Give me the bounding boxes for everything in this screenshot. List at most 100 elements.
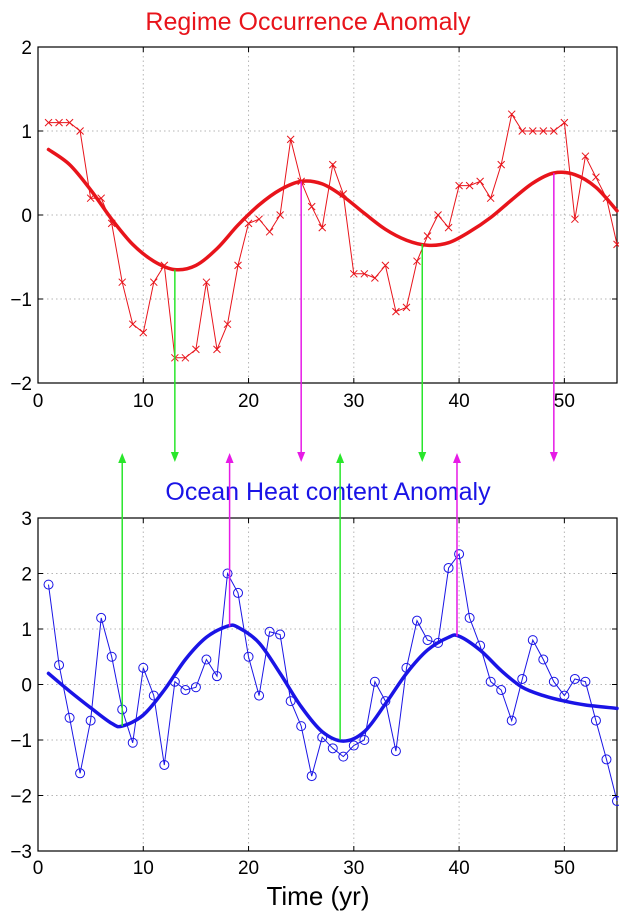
circle-marker	[75, 768, 86, 779]
circle-marker	[201, 654, 212, 665]
circle-marker	[433, 637, 444, 648]
x-marker	[192, 345, 200, 354]
x-marker	[486, 194, 495, 203]
x-marker	[528, 127, 537, 135]
x-marker	[118, 278, 127, 287]
x-marker	[328, 160, 337, 169]
phase-arrows	[118, 173, 558, 740]
x-tick-label: 30	[343, 391, 364, 412]
circle-marker	[527, 635, 538, 646]
bottom-y-tick-labels: 3 2 1 0 −1 −2 −3	[10, 509, 617, 863]
x-marker	[181, 353, 190, 362]
y-tick-label: −1	[10, 731, 32, 752]
x-marker	[349, 269, 358, 278]
x-marker	[65, 118, 74, 127]
circle-marker	[359, 735, 370, 745]
bottom-smooth-curve	[46, 623, 619, 743]
x-marker	[318, 223, 327, 232]
arrow-down	[418, 243, 427, 462]
x-marker	[592, 173, 600, 182]
circle-marker	[464, 612, 475, 623]
y-tick-label: 0	[21, 206, 32, 227]
x-marker	[223, 320, 232, 329]
x-marker	[202, 278, 211, 287]
top-smooth-curve	[46, 147, 619, 272]
circle-marker	[43, 579, 54, 590]
x-marker	[265, 227, 274, 236]
x-tick-label: 0	[33, 391, 44, 412]
bottom-smooth-series	[46, 623, 619, 743]
x-tick-label: 10	[133, 858, 154, 879]
x-tick-label: 10	[133, 391, 154, 412]
x-marker	[76, 127, 84, 135]
x-marker	[128, 320, 137, 329]
x-tick-label: 20	[238, 858, 259, 879]
x-marker	[213, 345, 221, 354]
x-tick-label: 50	[554, 858, 575, 879]
circle-marker	[138, 662, 149, 673]
circle-marker	[506, 715, 517, 726]
x-marker	[307, 202, 316, 211]
x-marker	[360, 269, 369, 278]
circle-marker	[348, 740, 359, 751]
circle-marker	[96, 612, 107, 623]
x-marker	[55, 118, 63, 127]
x-tick-label: 50	[554, 391, 575, 412]
circle-marker	[517, 673, 528, 684]
x-marker	[455, 181, 463, 190]
circle-marker	[180, 685, 191, 696]
circle-marker	[211, 671, 222, 682]
arrow-up	[336, 453, 345, 740]
x-marker	[149, 278, 158, 287]
arrow-up	[452, 453, 461, 637]
x-marker	[423, 232, 432, 240]
y-tick-label: −2	[10, 374, 32, 395]
top-chart-title: Regime Occurrence Anomaly	[145, 8, 471, 36]
x-marker	[255, 215, 263, 224]
arrow-up	[225, 453, 234, 627]
circle-marker	[106, 651, 117, 662]
circle-marker	[338, 751, 349, 762]
x-marker	[434, 211, 442, 219]
x-marker	[581, 152, 590, 161]
y-tick-label: 3	[21, 509, 32, 530]
bottom-raw-series	[43, 549, 619, 807]
top-smooth-series	[46, 147, 619, 272]
x-marker	[381, 261, 390, 270]
circle-marker	[254, 690, 265, 701]
x-marker	[507, 110, 516, 119]
circle-marker	[243, 651, 254, 662]
x-tick-label: 0	[33, 858, 44, 879]
x-marker	[139, 328, 148, 337]
circle-marker	[190, 682, 201, 693]
circle-marker	[306, 771, 317, 782]
bottom-grid	[38, 518, 617, 851]
top-grid	[38, 47, 617, 383]
x-marker	[465, 181, 474, 190]
y-tick-label: −2	[10, 787, 32, 808]
x-marker	[497, 160, 506, 169]
circle-marker	[485, 676, 496, 687]
x-marker	[613, 240, 619, 249]
circle-marker	[454, 549, 465, 560]
x-marker	[549, 127, 558, 135]
circle-marker	[54, 660, 65, 671]
circle-marker	[496, 685, 507, 696]
y-tick-label: −1	[10, 290, 32, 311]
y-tick-label: 2	[21, 38, 32, 59]
x-marker	[402, 303, 411, 312]
x-marker	[371, 274, 379, 282]
y-tick-label: 1	[21, 620, 32, 641]
arrow-up	[118, 453, 127, 727]
circle-marker	[411, 615, 422, 626]
x-marker	[392, 307, 400, 316]
bottom-x-tick-labels: 0 10 20 30 40 50	[33, 518, 575, 879]
x-tick-label: 40	[449, 858, 470, 879]
circle-marker	[222, 568, 233, 579]
circle-marker	[127, 737, 138, 748]
y-tick-label: 0	[21, 676, 32, 697]
y-tick-label: 2	[21, 565, 32, 586]
x-marker	[244, 219, 253, 228]
x-marker	[560, 118, 569, 127]
x-marker	[476, 177, 484, 186]
